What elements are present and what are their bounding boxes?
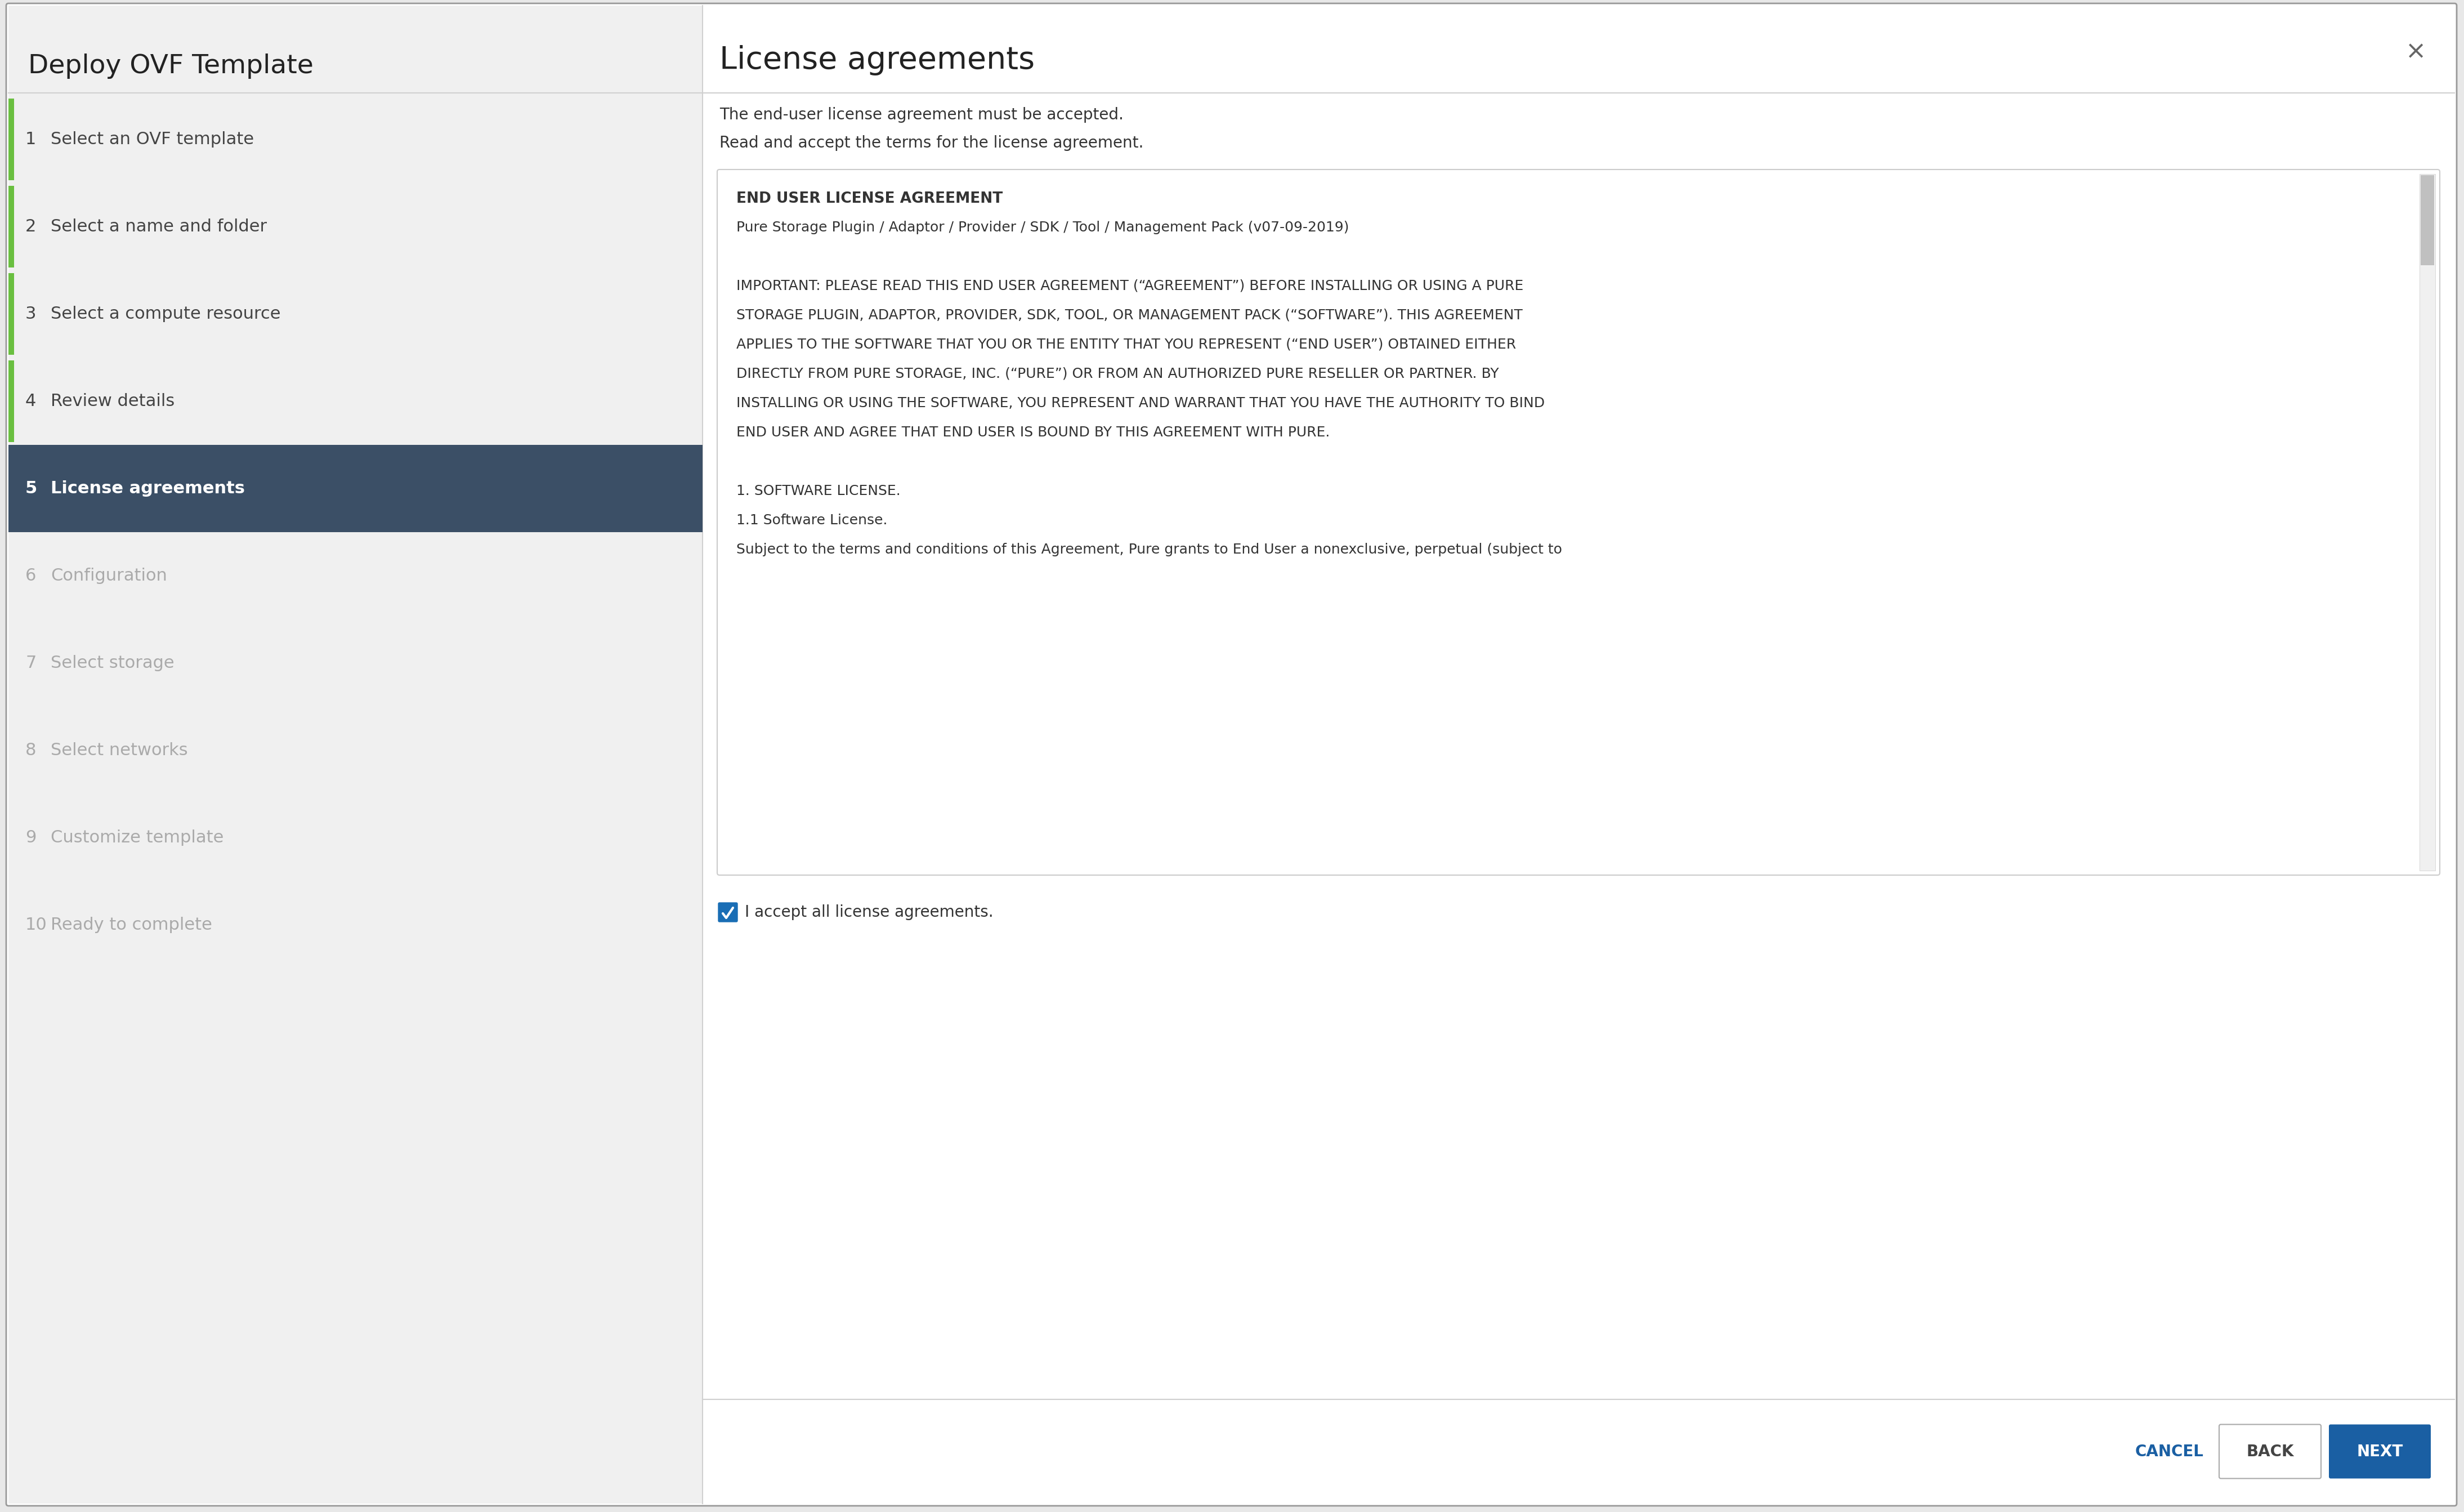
FancyBboxPatch shape <box>719 903 737 922</box>
Text: License agreements: License agreements <box>52 481 244 496</box>
Text: 1. SOFTWARE LICENSE.: 1. SOFTWARE LICENSE. <box>737 484 899 497</box>
Text: Read and accept the terms for the license agreement.: Read and accept the terms for the licens… <box>719 135 1143 151</box>
Bar <box>2420 175 2434 265</box>
Text: 1.1 Software License.: 1.1 Software License. <box>737 514 887 528</box>
Text: The end-user license agreement must be accepted.: The end-user license agreement must be a… <box>719 107 1124 122</box>
Text: Select an OVF template: Select an OVF template <box>52 132 254 148</box>
Bar <box>7 6 702 1503</box>
Text: BACK: BACK <box>2247 1444 2294 1459</box>
Text: END USER AND AGREE THAT END USER IS BOUND BY THIS AGREEMENT WITH PURE.: END USER AND AGREE THAT END USER IS BOUN… <box>737 426 1331 440</box>
Text: Pure Storage Plugin / Adaptor / Provider / SDK / Tool / Management Pack (v07-09-: Pure Storage Plugin / Adaptor / Provider… <box>737 221 1348 234</box>
Bar <box>7 98 15 180</box>
Text: Customize template: Customize template <box>52 830 224 845</box>
Text: Configuration: Configuration <box>52 567 168 584</box>
Text: Deploy OVF Template: Deploy OVF Template <box>27 53 313 79</box>
Bar <box>7 360 15 442</box>
Text: END USER LICENSE AGREEMENT: END USER LICENSE AGREEMENT <box>737 192 1003 206</box>
Text: 6: 6 <box>25 567 37 584</box>
Text: IMPORTANT: PLEASE READ THIS END USER AGREEMENT (“AGREEMENT”) BEFORE INSTALLING O: IMPORTANT: PLEASE READ THIS END USER AGR… <box>737 280 1523 293</box>
Bar <box>2420 174 2434 871</box>
FancyBboxPatch shape <box>7 3 2457 1506</box>
Text: Subject to the terms and conditions of this Agreement, Pure grants to End User a: Subject to the terms and conditions of t… <box>737 543 1562 556</box>
Text: Select networks: Select networks <box>52 742 187 759</box>
Text: 9: 9 <box>25 830 37 845</box>
Text: STORAGE PLUGIN, ADAPTOR, PROVIDER, SDK, TOOL, OR MANAGEMENT PACK (“SOFTWARE”). T: STORAGE PLUGIN, ADAPTOR, PROVIDER, SDK, … <box>737 308 1523 322</box>
FancyBboxPatch shape <box>717 169 2439 875</box>
Text: INSTALLING OR USING THE SOFTWARE, YOU REPRESENT AND WARRANT THAT YOU HAVE THE AU: INSTALLING OR USING THE SOFTWARE, YOU RE… <box>737 396 1545 410</box>
Text: 3: 3 <box>25 305 37 322</box>
FancyBboxPatch shape <box>2328 1424 2432 1479</box>
FancyBboxPatch shape <box>2220 1424 2321 1479</box>
Text: APPLIES TO THE SOFTWARE THAT YOU OR THE ENTITY THAT YOU REPRESENT (“END USER”) O: APPLIES TO THE SOFTWARE THAT YOU OR THE … <box>737 337 1515 351</box>
Text: Select a name and folder: Select a name and folder <box>52 219 266 234</box>
Bar <box>7 445 702 532</box>
Text: ×: × <box>2405 39 2427 64</box>
Text: 7: 7 <box>25 655 37 671</box>
Text: 10: 10 <box>25 916 47 933</box>
Text: CANCEL: CANCEL <box>2136 1444 2203 1459</box>
Text: NEXT: NEXT <box>2356 1444 2402 1459</box>
Text: 5: 5 <box>25 481 37 496</box>
Text: 2: 2 <box>25 219 37 234</box>
Text: Ready to complete: Ready to complete <box>52 916 212 933</box>
Text: License agreements: License agreements <box>719 45 1035 76</box>
Bar <box>7 186 15 268</box>
Text: 4: 4 <box>25 393 37 410</box>
Bar <box>7 274 15 355</box>
Text: I accept all license agreements.: I accept all license agreements. <box>744 904 993 921</box>
Text: DIRECTLY FROM PURE STORAGE, INC. (“PURE”) OR FROM AN AUTHORIZED PURE RESELLER OR: DIRECTLY FROM PURE STORAGE, INC. (“PURE”… <box>737 367 1498 381</box>
Text: Select a compute resource: Select a compute resource <box>52 305 281 322</box>
Text: 1: 1 <box>25 132 37 148</box>
Text: 8: 8 <box>25 742 37 759</box>
Text: Review details: Review details <box>52 393 175 410</box>
Text: Select storage: Select storage <box>52 655 175 671</box>
